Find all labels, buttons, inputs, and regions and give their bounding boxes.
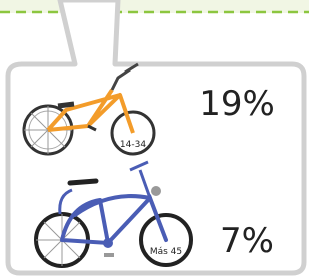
infographic: 14-34 19% Más 45 7% [0, 0, 309, 277]
age-label: 14-34 [120, 140, 146, 150]
age-label: Más 45 [150, 247, 182, 257]
percent-label: 7% [220, 221, 274, 261]
percent-label: 19% [199, 84, 275, 124]
page: 14-34 19% Más 45 7% (() => { const data … [0, 0, 320, 277]
